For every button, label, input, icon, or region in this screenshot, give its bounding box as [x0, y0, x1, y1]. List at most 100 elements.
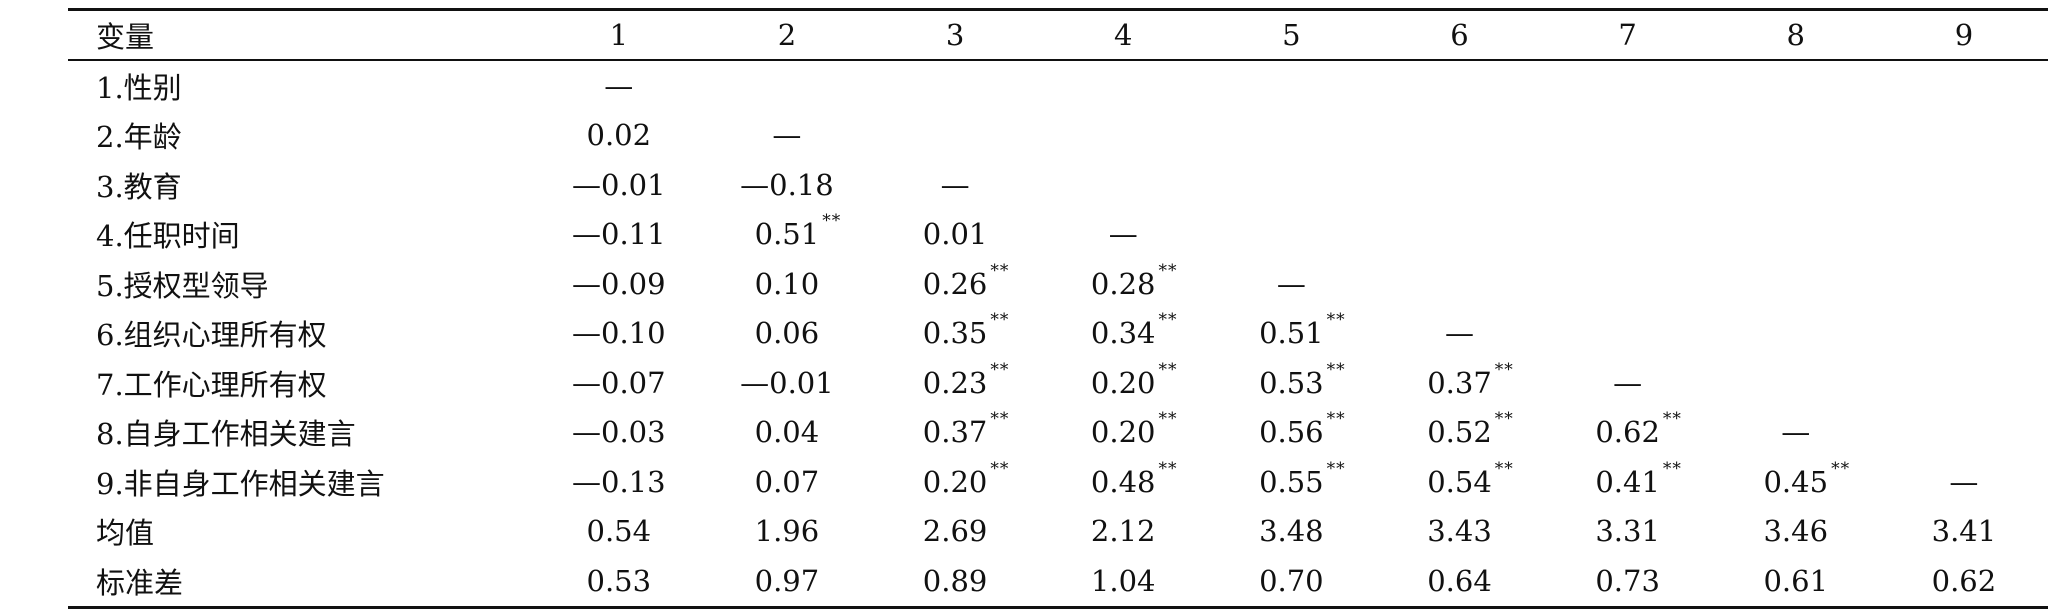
- significance-marker: **: [1158, 260, 1178, 281]
- table-header: 变量 1 2 3 4 5 6 7 8 9: [68, 9, 2048, 60]
- header-col-4: 4: [1113, 18, 1133, 52]
- cell-value-wrap: 0.07: [755, 465, 820, 499]
- cell-value-wrap: —0.03: [572, 415, 666, 449]
- cell-value-wrap: —0.01: [740, 366, 834, 400]
- table-cell: [1544, 111, 1712, 161]
- table-cell: —: [1712, 408, 1880, 458]
- cell-value-wrap: 0.61: [1763, 564, 1828, 598]
- table-cell: —0.11: [535, 210, 703, 260]
- table-row: 标准差 0.53 0.97 0.89 1.04 0.70 0.64 0.73 0.61 0.62: [68, 556, 2048, 607]
- cell-value-wrap: 0.62: [1932, 564, 1997, 598]
- cell-value-wrap: 0.70: [1259, 564, 1324, 598]
- table-cell: 2.69: [871, 507, 1039, 557]
- significance-marker: **: [1662, 409, 1682, 430]
- row-label: 4.任职时间: [96, 219, 240, 254]
- cell-value: 0.97: [754, 563, 820, 598]
- cell-value-wrap: 0.06: [755, 316, 820, 350]
- cell-value-wrap: —: [1277, 267, 1306, 301]
- cell-value: 0.20: [922, 464, 988, 499]
- table-cell: [871, 111, 1039, 161]
- row-label: 9.非自身工作相关建言: [96, 466, 385, 501]
- table-cell: 0.55 **: [1207, 457, 1375, 507]
- cell-value-wrap: 2.12: [1091, 514, 1156, 548]
- table-row: 9.非自身工作相关建言 —0.13 0.07 0.20 ** 0.48 ** 0.55 ** 0.…: [68, 457, 2048, 507]
- table-row: 5.授权型领导 —0.09 0.10 0.26 ** 0.28 ** —: [68, 259, 2048, 309]
- cell-value-wrap: —0.01: [572, 168, 666, 202]
- header-variable: 变量: [96, 20, 155, 54]
- table-cell: 0.52 **: [1375, 408, 1543, 458]
- significance-marker: **: [990, 409, 1010, 430]
- cell-value-wrap: —: [772, 118, 801, 152]
- cell-value-wrap: 0.62 **: [1595, 409, 1681, 449]
- cell-value: —0.01: [572, 167, 666, 202]
- table-cell: 0.62 **: [1544, 408, 1712, 458]
- cell-value-wrap: —0.18: [740, 168, 834, 202]
- table-cell: [1375, 259, 1543, 309]
- cell-value: —0.18: [740, 167, 834, 202]
- cell-value-wrap: 0.20 **: [1090, 360, 1177, 400]
- cell-value-wrap: 0.37 **: [1427, 360, 1513, 400]
- table-cell: —0.01: [703, 358, 871, 408]
- header-col-7: 7: [1618, 18, 1637, 52]
- table-cell: [1375, 111, 1543, 161]
- significance-marker: **: [1831, 458, 1851, 479]
- cell-value: 0.06: [754, 316, 820, 351]
- table-row: 2.年龄 0.02 —: [68, 111, 2048, 161]
- row-label: 5.授权型领导: [96, 268, 269, 303]
- header-col-3: 3: [945, 18, 965, 52]
- table-cell: 1.04: [1039, 556, 1207, 607]
- cell-value-wrap: 0.52 **: [1427, 409, 1513, 449]
- cell-value: 0.02: [586, 118, 652, 153]
- significance-marker: **: [822, 211, 842, 232]
- cell-value: 0.56: [1259, 415, 1324, 450]
- cell-value: 0.45: [1763, 464, 1829, 499]
- table-cell: [1880, 259, 2048, 309]
- table-cell: [1375, 160, 1543, 210]
- cell-value: 0.54: [1427, 464, 1492, 499]
- table-cell: 0.06: [703, 309, 871, 359]
- table-cell: 0.20 **: [1039, 358, 1207, 408]
- table-row: 8.自身工作相关建言 —0.03 0.04 0.37 ** 0.20 ** 0.56 ** 0.5…: [68, 408, 2048, 458]
- table-cell: [1207, 160, 1375, 210]
- table-cell: 0.97: [703, 556, 871, 607]
- row-label: 3.教育: [96, 169, 182, 204]
- cell-value-wrap: 0.51 **: [755, 211, 841, 251]
- table-cell: [1207, 60, 1375, 111]
- table-row: 7.工作心理所有权 —0.07 —0.01 0.23 ** 0.20 ** 0.53 ** 0.3…: [68, 358, 2048, 408]
- table-cell: [1880, 111, 2048, 161]
- cell-value-wrap: 0.48 **: [1091, 459, 1177, 499]
- table-cell: 0.01: [871, 210, 1039, 260]
- significance-marker: **: [1158, 310, 1178, 331]
- table-cell: 0.73: [1544, 556, 1712, 607]
- table-cell: [1039, 111, 1207, 161]
- cell-value-wrap: —: [1445, 316, 1474, 350]
- table-cell: 0.54: [535, 507, 703, 557]
- table-cell: —0.10: [535, 309, 703, 359]
- table-cell: —0.01: [535, 160, 703, 210]
- header-col-6: 6: [1450, 18, 1469, 52]
- cell-value: 3.43: [1427, 514, 1492, 549]
- table-cell: 0.23 **: [871, 358, 1039, 408]
- table-cell: [1544, 309, 1712, 359]
- table-cell: [1880, 408, 2048, 458]
- cell-value-wrap: 2.69: [923, 514, 988, 548]
- cell-value: 3.48: [1259, 514, 1324, 549]
- cell-value: 0.64: [1427, 563, 1492, 598]
- table-cell: [1544, 259, 1712, 309]
- cell-value-wrap: 0.97: [755, 564, 820, 598]
- table-cell: 0.04: [703, 408, 871, 458]
- table-cell: 0.07: [703, 457, 871, 507]
- cell-value: 0.53: [586, 563, 652, 598]
- header-col-8: 8: [1786, 18, 1805, 52]
- cell-value-wrap: 0.20 **: [1091, 409, 1177, 449]
- table-cell: —0.18: [703, 160, 871, 210]
- row-label: 均值: [96, 516, 155, 551]
- cell-value-wrap: 0.53: [587, 564, 652, 598]
- cell-value: 0.20: [1090, 365, 1156, 400]
- cell-value: —: [1613, 365, 1643, 400]
- table-cell: 0.20 **: [871, 457, 1039, 507]
- table-cell: 3.41: [1880, 507, 2048, 557]
- cell-value: —: [1444, 316, 1474, 351]
- cell-value-wrap: 0.34 **: [1091, 310, 1177, 350]
- table-cell: [1207, 111, 1375, 161]
